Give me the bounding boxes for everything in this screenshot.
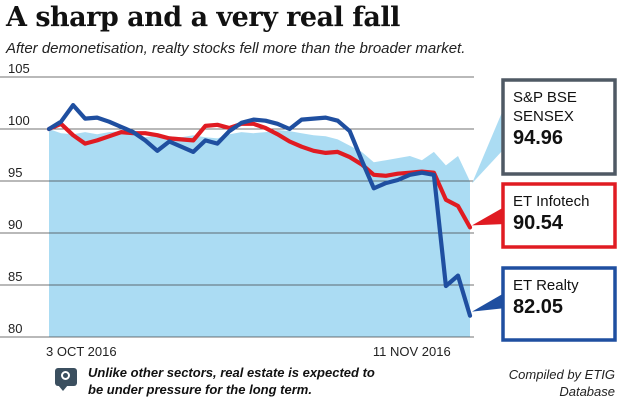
footnote-line-1: Unlike other sectors, real estate is exp… <box>88 365 375 380</box>
y-tick-label: 95 <box>8 165 22 180</box>
legend-et-infotech-label: ET Infotech <box>513 193 589 210</box>
chart-subtitle: After demonetisation, realty stocks fell… <box>6 40 466 57</box>
legend-et-realty-value: 82.05 <box>513 296 563 318</box>
source-credit: Compiled by ETIG Database <box>509 366 615 400</box>
source-line-1: Compiled by ETIG <box>508 367 615 382</box>
chart-title: A sharp and a very real fall <box>6 2 400 33</box>
x-tick-label: 11 NOV 2016 <box>373 344 451 359</box>
legend-et-infotech-value: 90.54 <box>513 212 564 234</box>
legend-et-realty-box <box>501 266 617 342</box>
y-tick-label: 90 <box>8 217 22 232</box>
legend-sensex-label: SENSEX <box>513 108 574 125</box>
source-line-2: Database <box>559 384 615 399</box>
footnote-line-2: be under pressure for the long term. <box>88 382 312 397</box>
legend-sensex-value: 94.96 <box>513 127 563 149</box>
legend-sensex-label: S&P BSE <box>513 89 577 106</box>
speech-bubble-icon <box>55 368 77 391</box>
footnote: Unlike other sectors, real estate is exp… <box>88 364 468 398</box>
y-tick-label: 85 <box>8 269 22 284</box>
y-tick-label: 105 <box>8 61 30 76</box>
legend-et-realty-label: ET Realty <box>513 277 579 294</box>
y-tick-label: 80 <box>8 321 22 336</box>
x-tick-label: 3 OCT 2016 <box>46 344 117 359</box>
legend-sensex-box <box>501 78 617 176</box>
legend-et-infotech-box <box>501 182 617 249</box>
infotech-pointer <box>472 206 506 226</box>
series-line-et-realty <box>46 102 473 318</box>
y-tick-label: 100 <box>8 113 30 128</box>
realty-pointer <box>472 292 506 312</box>
sensex-pointer <box>472 110 503 184</box>
series-line-et-infotech <box>46 121 473 230</box>
